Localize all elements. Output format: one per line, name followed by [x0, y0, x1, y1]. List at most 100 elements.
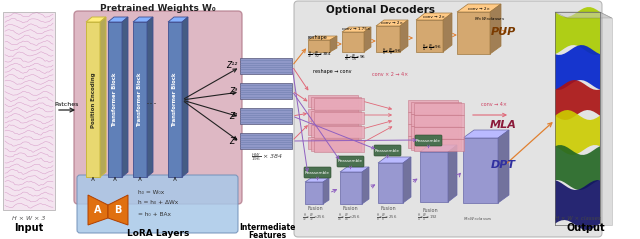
- Polygon shape: [414, 139, 464, 151]
- Text: conv → 1.75×: conv → 1.75×: [342, 27, 371, 31]
- Text: Position Encoding: Position Encoding: [90, 72, 95, 128]
- Polygon shape: [362, 167, 369, 204]
- Polygon shape: [408, 136, 458, 148]
- Polygon shape: [403, 157, 411, 203]
- Polygon shape: [400, 20, 408, 52]
- Text: Reassemble: Reassemble: [375, 148, 400, 152]
- Text: Optional Decoders: Optional Decoders: [326, 5, 435, 15]
- Text: h = h₀ + ΔWx: h = h₀ + ΔWx: [138, 201, 179, 206]
- Polygon shape: [555, 80, 600, 120]
- Polygon shape: [108, 17, 128, 22]
- Text: conv → 2×: conv → 2×: [468, 7, 490, 11]
- Polygon shape: [305, 178, 329, 182]
- Polygon shape: [498, 130, 509, 203]
- Polygon shape: [420, 145, 457, 152]
- Polygon shape: [240, 58, 292, 74]
- Polygon shape: [182, 17, 188, 177]
- Text: $\frac{HW}{196}$ × 384: $\frac{HW}{196}$ × 384: [251, 151, 283, 163]
- FancyBboxPatch shape: [374, 145, 401, 156]
- Text: Pretrained Weights W₀: Pretrained Weights W₀: [100, 4, 216, 12]
- Polygon shape: [443, 13, 452, 52]
- Polygon shape: [240, 133, 292, 149]
- Polygon shape: [311, 138, 361, 151]
- FancyBboxPatch shape: [294, 1, 602, 237]
- Text: ...: ...: [146, 93, 158, 107]
- Polygon shape: [314, 140, 364, 152]
- Polygon shape: [414, 103, 464, 115]
- Polygon shape: [330, 36, 337, 52]
- Polygon shape: [416, 20, 443, 52]
- Text: reshape: reshape: [307, 34, 327, 39]
- Text: Fusion: Fusion: [422, 207, 438, 212]
- Text: Z⁶: Z⁶: [228, 112, 237, 120]
- Polygon shape: [3, 12, 55, 210]
- Polygon shape: [122, 17, 128, 177]
- Text: h₀ = W₀x: h₀ = W₀x: [138, 190, 164, 195]
- Text: $\frac{H}{16}×\frac{W}{16}×96$: $\frac{H}{16}×\frac{W}{16}×96$: [344, 52, 366, 64]
- Text: $\frac{H}{32}×\frac{W}{32}×256$: $\frac{H}{32}×\frac{W}{32}×256$: [302, 212, 326, 224]
- Polygon shape: [457, 12, 490, 54]
- Polygon shape: [457, 4, 501, 12]
- Polygon shape: [600, 12, 612, 225]
- Text: Z⁹: Z⁹: [228, 87, 237, 96]
- Text: Reassemble: Reassemble: [305, 170, 330, 174]
- Polygon shape: [305, 182, 323, 204]
- Polygon shape: [555, 110, 600, 155]
- Polygon shape: [376, 26, 400, 52]
- Polygon shape: [314, 126, 364, 138]
- Text: conv → 4×: conv → 4×: [481, 103, 507, 108]
- Polygon shape: [133, 22, 147, 177]
- Polygon shape: [240, 108, 292, 124]
- Text: $\frac{H}{16}×\frac{W}{16}×256$: $\frac{H}{16}×\frac{W}{16}×256$: [337, 212, 361, 224]
- Text: conv × 2 → 4×: conv × 2 → 4×: [372, 72, 408, 77]
- FancyBboxPatch shape: [337, 156, 364, 167]
- FancyBboxPatch shape: [77, 175, 238, 233]
- Text: $\frac{H}{32}×\frac{W}{32}×384$: $\frac{H}{32}×\frac{W}{32}×384$: [307, 49, 332, 61]
- Text: $\frac{H}{8}×\frac{W}{8}×256$: $\frac{H}{8}×\frac{W}{8}×256$: [376, 212, 397, 224]
- Polygon shape: [555, 45, 600, 90]
- Polygon shape: [408, 100, 458, 112]
- Polygon shape: [463, 138, 498, 203]
- Polygon shape: [86, 22, 100, 177]
- Polygon shape: [168, 22, 182, 177]
- Polygon shape: [314, 98, 364, 110]
- Polygon shape: [100, 17, 106, 177]
- Polygon shape: [408, 112, 458, 124]
- Polygon shape: [147, 17, 153, 177]
- Polygon shape: [420, 152, 448, 202]
- Polygon shape: [323, 178, 329, 204]
- Text: LoRA Layers: LoRA Layers: [127, 229, 189, 239]
- Polygon shape: [314, 112, 364, 124]
- Polygon shape: [490, 4, 501, 54]
- Polygon shape: [416, 13, 452, 20]
- Polygon shape: [411, 114, 461, 125]
- Polygon shape: [308, 40, 330, 52]
- Text: reshape → conv: reshape → conv: [313, 70, 351, 75]
- Polygon shape: [378, 157, 411, 163]
- Text: Reassemble: Reassemble: [416, 138, 441, 142]
- Text: Fusion: Fusion: [342, 206, 358, 211]
- Text: Z³: Z³: [228, 136, 237, 146]
- FancyBboxPatch shape: [74, 11, 242, 204]
- Text: PUP: PUP: [490, 27, 516, 37]
- Text: Z¹²: Z¹²: [226, 61, 237, 71]
- Polygon shape: [308, 137, 358, 149]
- Polygon shape: [342, 32, 364, 52]
- Text: Patches: Patches: [55, 102, 79, 107]
- Text: A: A: [94, 205, 102, 215]
- Text: $M×W×classes$: $M×W×classes$: [463, 214, 493, 222]
- Polygon shape: [340, 167, 369, 172]
- Polygon shape: [463, 130, 509, 138]
- Polygon shape: [555, 12, 612, 18]
- Text: Transformer Block: Transformer Block: [173, 73, 177, 127]
- Polygon shape: [555, 180, 600, 230]
- Polygon shape: [308, 123, 358, 135]
- Text: $\frac{H}{8}×\frac{W}{8}×96$: $\frac{H}{8}×\frac{W}{8}×96$: [382, 46, 402, 58]
- Text: Reassemble: Reassemble: [338, 159, 363, 163]
- Text: conv → 2×: conv → 2×: [423, 15, 445, 19]
- Polygon shape: [408, 124, 458, 136]
- Text: H × W × 3: H × W × 3: [12, 216, 45, 221]
- Text: DPT: DPT: [490, 160, 515, 170]
- FancyBboxPatch shape: [415, 135, 442, 146]
- Text: Input: Input: [14, 223, 44, 233]
